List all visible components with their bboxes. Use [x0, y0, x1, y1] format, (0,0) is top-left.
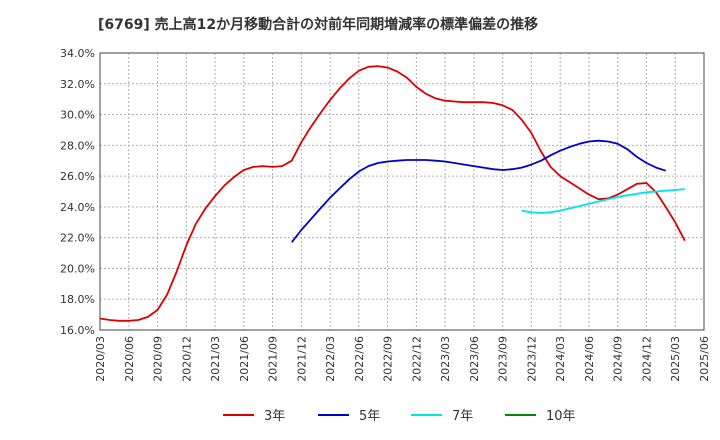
legend-label-0: 3年	[264, 409, 285, 424]
x-axis-ticks: 2020/03 2020/06 2020/09 2020/12 2021/03 2021/…	[94, 336, 711, 382]
chart-title: [6769] 売上高12か月移動合計の対前年同期増減率の標準偏差の推移	[98, 16, 538, 33]
x-tick-label: 2022/06	[353, 336, 366, 382]
y-tick-label: 34.0%	[60, 47, 95, 60]
y-tick-label: 26.0%	[60, 170, 95, 183]
x-tick-label: 2020/09	[152, 336, 165, 382]
y-tick-label: 28.0%	[60, 139, 95, 152]
x-tick-label: 2020/06	[123, 336, 136, 382]
x-tick-label: 2021/12	[295, 336, 308, 382]
x-tick-label: 2023/03	[439, 336, 452, 382]
x-tick-label: 2023/06	[468, 336, 481, 382]
x-tick-label: 2022/12	[410, 336, 423, 382]
y-tick-label: 32.0%	[60, 78, 95, 91]
x-tick-label: 2023/09	[497, 336, 510, 382]
x-tick-label: 2021/06	[238, 336, 251, 382]
y-tick-label: 30.0%	[60, 109, 95, 122]
x-tick-label: 2021/03	[209, 336, 222, 382]
x-tick-label: 2023/12	[525, 336, 538, 382]
y-tick-label: 20.0%	[60, 262, 95, 275]
y-tick-label: 22.0%	[60, 232, 95, 245]
x-tick-label: 2024/09	[612, 336, 625, 382]
y-axis-ticks: 16.0% 18.0% 20.0% 22.0% 24.0% 26.0% 28.0% 30.0%…	[60, 47, 95, 337]
x-tick-label: 2020/03	[94, 336, 107, 382]
y-tick-label: 16.0%	[60, 324, 95, 337]
legend-label-2: 7年	[452, 409, 473, 424]
x-tick-label: 2022/09	[382, 336, 395, 382]
x-tick-label: 2024/06	[583, 336, 596, 382]
grid	[99, 52, 705, 331]
legend-label-3: 10年	[546, 409, 576, 424]
series-lines	[99, 65, 686, 322]
y-tick-label: 24.0%	[60, 201, 95, 214]
legend: 3年 5年 7年 10年	[223, 409, 576, 424]
series-line-0	[99, 65, 686, 322]
x-tick-label: 2024/12	[640, 336, 653, 382]
legend-label-1: 5年	[359, 409, 380, 424]
x-tick-label: 2025/06	[698, 336, 711, 382]
series-line-2	[521, 188, 685, 214]
series-line-1	[290, 139, 666, 243]
x-tick-label: 2024/03	[554, 336, 567, 382]
y-tick-label: 18.0%	[60, 293, 95, 306]
plot-frame	[99, 52, 705, 331]
x-tick-label: 2021/09	[267, 336, 280, 382]
x-tick-label: 2025/03	[669, 336, 682, 382]
x-tick-label: 2022/03	[324, 336, 337, 382]
x-tick-label: 2020/12	[180, 336, 193, 382]
